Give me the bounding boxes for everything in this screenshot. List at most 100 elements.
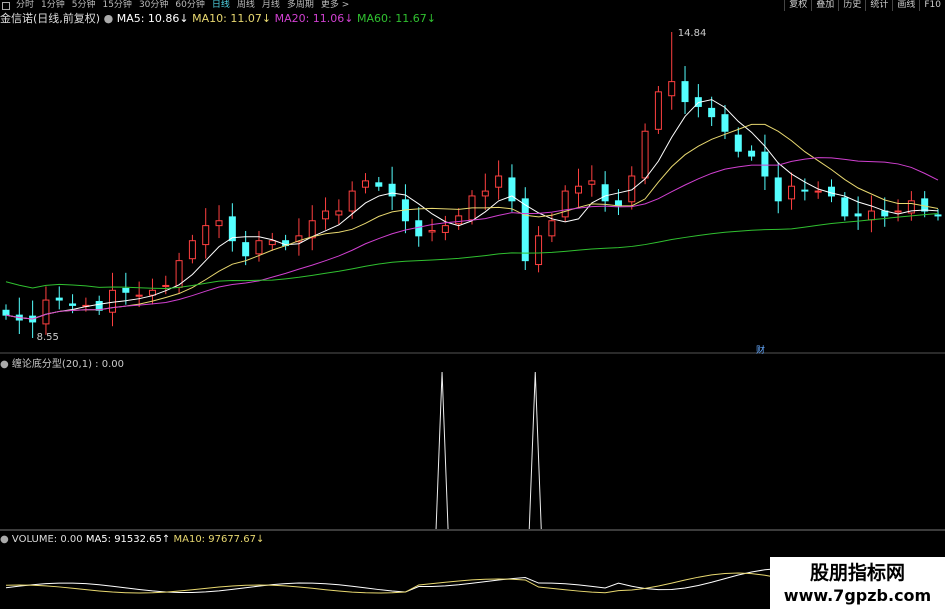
- high-price-label: 14.84: [677, 28, 707, 39]
- candle-body: [242, 242, 250, 257]
- window-icon[interactable]: [2, 1, 10, 10]
- ma5-label: MA5: 10.86↓: [116, 12, 189, 25]
- volume-title: VOLUME: 0.00: [11, 534, 83, 545]
- candle-body: [867, 210, 875, 221]
- candle-body: [535, 235, 543, 266]
- candle-body: [295, 235, 303, 243]
- volume-header: ● VOLUME: 0.00 MA5: 91532.65↑ MA10: 9767…: [0, 534, 264, 545]
- candle-body: [827, 186, 835, 197]
- candle-body: [375, 182, 383, 187]
- period-tab[interactable]: 多周期: [286, 0, 314, 10]
- candle-body: [361, 180, 369, 188]
- candle-body: [654, 91, 662, 130]
- ma20-line: [5, 157, 939, 320]
- period-tab[interactable]: 60分钟: [175, 0, 205, 10]
- candle-body: [561, 190, 569, 218]
- candle-body: [428, 229, 436, 233]
- candle-body: [348, 190, 356, 212]
- candle-body: [814, 190, 822, 193]
- period-tab[interactable]: 1分钟: [41, 0, 65, 10]
- settings-dot-icon[interactable]: ●: [0, 534, 9, 545]
- toolbar-button[interactable]: 画线: [892, 0, 919, 11]
- candle-body: [907, 200, 915, 214]
- right-buttons: 复权 叠加 历史 统计 画线 F10: [784, 0, 945, 11]
- candle-body: [708, 107, 716, 118]
- indicator-title: 缠论底分型(20,1) : 0.00: [11, 359, 124, 370]
- toolbar-button[interactable]: 历史: [838, 0, 865, 11]
- candle-body: [508, 177, 516, 202]
- period-tab[interactable]: 5分钟: [71, 0, 96, 10]
- candle-body: [788, 185, 796, 200]
- period-tab[interactable]: 更多 >: [320, 0, 350, 10]
- volume-ma5: MA5: 91532.65↑: [85, 534, 171, 545]
- settings-dot-icon[interactable]: ●: [0, 359, 9, 370]
- watermark-line2: www.7gpzb.com: [783, 586, 932, 605]
- candle-body: [441, 225, 449, 233]
- candle-body: [388, 183, 396, 197]
- period-tab[interactable]: 日线: [211, 0, 230, 10]
- candle-body: [188, 240, 196, 260]
- toolbar-button[interactable]: F10: [919, 0, 945, 11]
- candle-body: [2, 309, 10, 316]
- candle-body: [135, 294, 143, 297]
- stock-name: 金信诺(日线,前复权): [0, 12, 101, 25]
- candle-body: [588, 180, 596, 185]
- candle-body: [481, 190, 489, 197]
- period-tab[interactable]: 周线: [236, 0, 255, 10]
- candle-body: [42, 299, 50, 325]
- candle-body: [734, 134, 742, 152]
- settings-dot-icon[interactable]: ●: [103, 12, 114, 25]
- toolbar-button[interactable]: 统计: [865, 0, 892, 11]
- candle-body: [215, 220, 223, 227]
- candle-body: [521, 198, 529, 262]
- ma60-label: MA60: 11.67↓: [357, 12, 436, 25]
- candle-body: [668, 81, 676, 97]
- signal-spike: [528, 371, 542, 530]
- candle-body: [614, 200, 622, 207]
- signal-spike: [435, 371, 449, 530]
- candle-body: [69, 303, 77, 306]
- toolbar-button[interactable]: 叠加: [811, 0, 838, 11]
- indicator-header: ● 缠论底分型(20,1) : 0.00: [0, 355, 124, 370]
- candle-body: [455, 215, 463, 225]
- candle-body: [601, 184, 609, 202]
- candle-body: [921, 198, 929, 212]
- low-price-label: 8.55: [36, 332, 59, 343]
- candle-body: [255, 240, 263, 255]
- candle-body: [495, 175, 503, 188]
- candle-body: [854, 213, 862, 217]
- candle-body: [641, 130, 649, 179]
- candle-body: [841, 197, 849, 217]
- main-chart-header: 金信诺(日线,前复权) ● MA5: 10.86↓ MA10: 11.07↓ M…: [0, 12, 436, 25]
- ma20-label: MA20: 11.06↓: [274, 12, 354, 25]
- period-tab[interactable]: 15分钟: [102, 0, 132, 10]
- toolbar-button[interactable]: 复权: [784, 0, 811, 11]
- candle-body: [109, 289, 117, 313]
- candle-body: [322, 210, 330, 220]
- candle-body: [894, 210, 902, 213]
- candle-body: [308, 220, 316, 239]
- ma10-line: [5, 123, 939, 320]
- volume-ma10: MA10: 97677.67↓: [173, 534, 265, 545]
- candle-body: [934, 214, 942, 217]
- candle-body: [721, 114, 729, 132]
- candle-body: [575, 185, 583, 194]
- period-tab[interactable]: 30分钟: [138, 0, 169, 10]
- period-toolbar: 分时 1分钟 5分钟 15分钟 30分钟 60分钟 日线 周线 月线 多周期 更多 >: [0, 0, 945, 11]
- candle-body: [202, 225, 210, 246]
- candle-body: [801, 189, 809, 192]
- candle-body: [415, 220, 423, 237]
- candle-body: [628, 175, 636, 203]
- period-tab[interactable]: 月线: [261, 0, 280, 10]
- period-tab[interactable]: 分时: [16, 0, 35, 10]
- candle-body: [228, 216, 236, 242]
- candle-body: [162, 284, 170, 287]
- candle-body: [55, 297, 63, 301]
- candle-body: [681, 81, 689, 103]
- finance-badge[interactable]: 财: [756, 346, 766, 356]
- candle-body: [548, 220, 556, 237]
- candle-body: [748, 150, 756, 157]
- candle-body: [774, 177, 782, 202]
- candle-body: [268, 240, 276, 246]
